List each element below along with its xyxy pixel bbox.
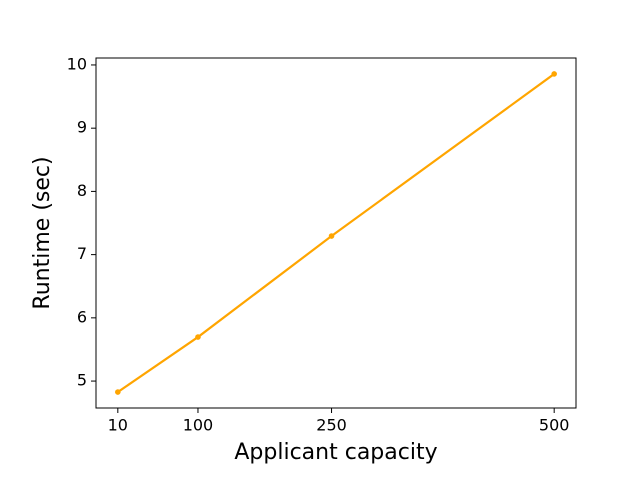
y-tick-label: 10 (67, 54, 87, 73)
plot-frame (95, 57, 577, 409)
data-point (195, 334, 201, 340)
x-axis-label: Applicant capacity (234, 440, 437, 465)
y-tick-label: 5 (77, 371, 87, 390)
y-tick-label: 8 (77, 181, 87, 200)
data-line (117, 73, 555, 393)
y-axis-label: Runtime (sec) (30, 156, 55, 309)
x-tick-label: 10 (108, 416, 128, 435)
x-tick-label: 500 (539, 416, 570, 435)
x-tick-label: 100 (183, 416, 214, 435)
x-tick-label: 250 (316, 416, 347, 435)
y-tick-label: 9 (77, 118, 87, 137)
y-tick-label: 6 (77, 307, 87, 326)
data-point (551, 71, 557, 77)
data-point (328, 233, 335, 239)
data-point (115, 389, 121, 395)
y-tick-label: 7 (77, 244, 87, 263)
